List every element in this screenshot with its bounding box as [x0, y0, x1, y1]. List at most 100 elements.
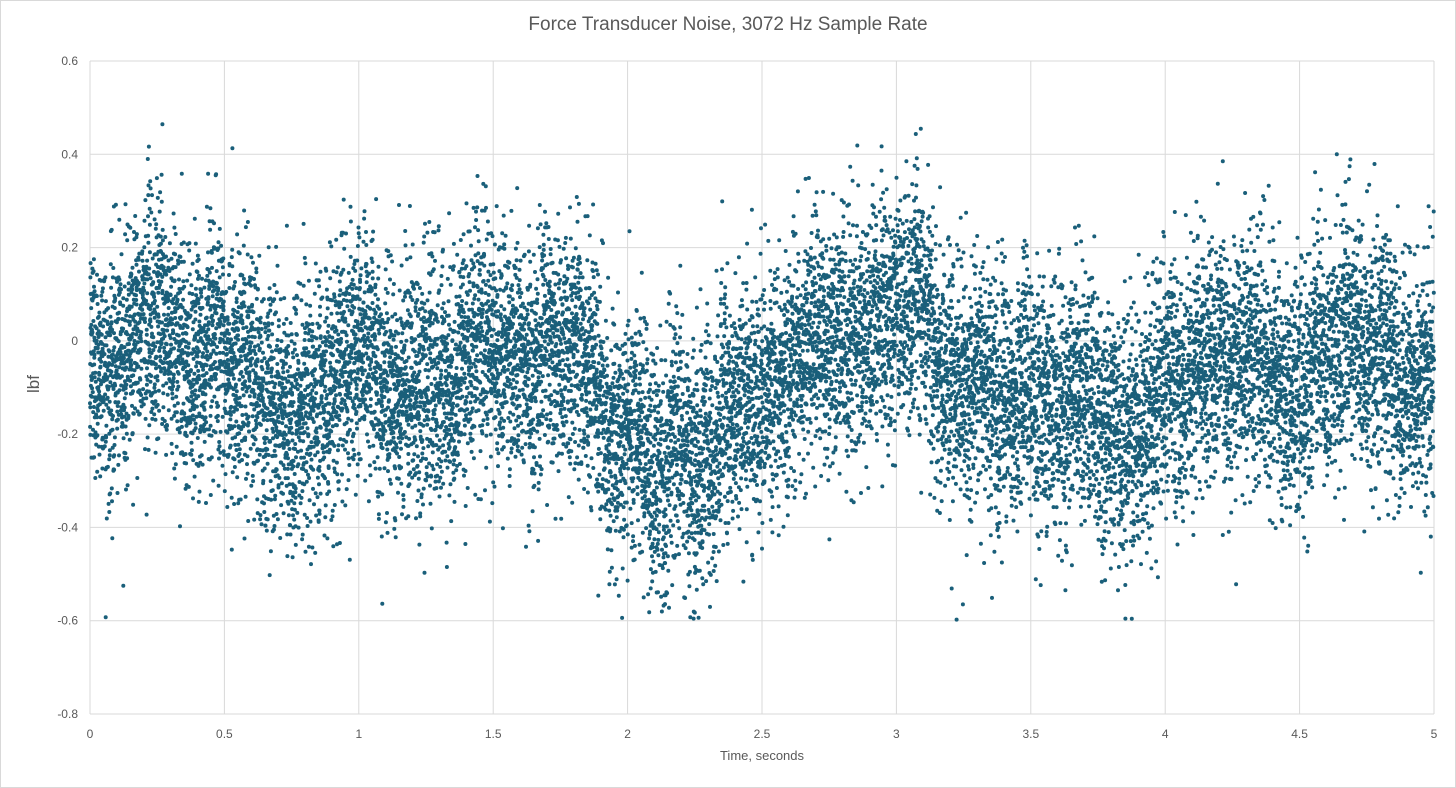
data-point	[399, 263, 404, 268]
data-point	[173, 462, 178, 467]
data-point	[131, 411, 136, 416]
data-point	[134, 293, 138, 298]
data-point	[246, 420, 251, 425]
data-point	[268, 308, 273, 313]
data-point	[181, 240, 186, 245]
data-point	[112, 306, 117, 310]
data-point	[456, 421, 461, 426]
data-point	[502, 365, 506, 369]
data-point	[234, 419, 239, 424]
data-point	[297, 421, 302, 426]
data-point	[130, 265, 135, 270]
data-point	[408, 314, 413, 319]
data-point	[307, 322, 311, 327]
data-point	[174, 365, 178, 369]
data-point	[94, 294, 99, 298]
data-point	[414, 396, 419, 401]
data-point	[295, 353, 299, 358]
data-point	[286, 344, 291, 348]
data-point	[421, 423, 426, 428]
data-point	[358, 280, 363, 284]
data-point	[376, 297, 380, 302]
data-point	[305, 524, 310, 528]
data-point	[456, 330, 461, 335]
data-point	[498, 351, 503, 356]
data-point	[519, 291, 524, 295]
data-point	[434, 420, 439, 425]
data-point	[92, 355, 97, 360]
data-point	[411, 458, 416, 463]
data-point	[137, 269, 141, 274]
data-point	[356, 231, 361, 236]
data-point	[327, 401, 332, 406]
data-point	[194, 293, 199, 298]
data-point	[369, 386, 374, 391]
data-point	[419, 395, 424, 400]
data-point	[235, 475, 240, 480]
data-point	[399, 339, 404, 344]
data-point	[208, 493, 213, 497]
data-point	[341, 267, 346, 272]
data-point	[194, 364, 199, 369]
data-point	[385, 373, 390, 378]
data-point	[103, 299, 108, 304]
data-point	[121, 583, 126, 588]
data-point	[498, 371, 503, 376]
data-point	[340, 472, 344, 477]
data-point	[451, 438, 456, 443]
data-point	[448, 459, 453, 464]
data-point	[206, 296, 211, 301]
data-point	[98, 474, 103, 479]
data-point	[177, 277, 181, 282]
data-point	[101, 408, 106, 413]
data-point	[214, 311, 219, 316]
data-point	[361, 360, 366, 365]
data-point	[417, 286, 422, 290]
data-point	[447, 322, 451, 327]
data-point	[306, 416, 311, 421]
data-point	[368, 306, 373, 311]
data-point	[411, 467, 416, 472]
data-point	[99, 359, 104, 364]
data-point	[382, 353, 387, 358]
data-point	[281, 463, 286, 468]
data-point	[89, 306, 94, 311]
data-point	[445, 276, 450, 281]
data-point	[159, 341, 164, 346]
data-point	[186, 484, 191, 489]
data-point	[295, 510, 300, 515]
data-point	[202, 400, 207, 405]
data-point	[382, 395, 387, 399]
data-point	[463, 376, 468, 381]
data-point	[117, 388, 122, 393]
data-point	[285, 452, 289, 457]
data-point	[156, 290, 161, 295]
data-point	[498, 287, 503, 292]
data-point	[96, 408, 101, 413]
data-point	[107, 399, 112, 404]
data-point	[217, 226, 222, 231]
data-point	[373, 370, 378, 374]
data-point	[469, 409, 474, 414]
data-point	[374, 381, 379, 386]
data-point	[208, 206, 213, 211]
data-point	[314, 513, 319, 518]
data-point	[164, 342, 169, 347]
data-point	[129, 335, 134, 340]
data-point	[362, 216, 367, 221]
data-point	[347, 360, 352, 365]
data-point	[406, 461, 411, 466]
data-point	[220, 463, 225, 468]
data-point	[236, 333, 240, 338]
data-point	[445, 454, 450, 459]
data-point	[435, 462, 440, 467]
data-point	[460, 282, 465, 287]
data-point	[499, 318, 504, 323]
data-point	[265, 447, 270, 452]
data-point	[329, 429, 334, 434]
data-point	[104, 516, 109, 521]
data-point	[247, 384, 252, 389]
data-point	[377, 306, 382, 311]
data-point	[206, 171, 211, 176]
